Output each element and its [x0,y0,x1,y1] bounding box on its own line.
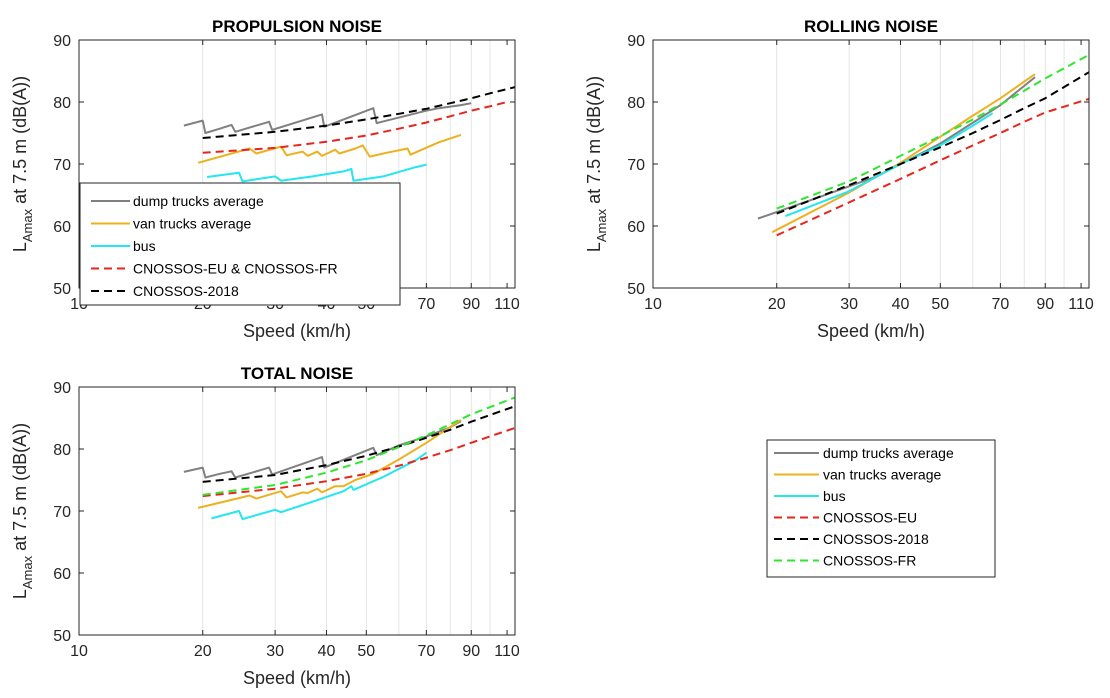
x-tick-label: 70 [417,296,435,313]
y-axis-label: LAmax at 7.5 m (dB(A)) [10,76,35,252]
series-line [771,73,1036,234]
chart-title: PROPULSION NOISE [212,17,382,36]
x-tick-label: 70 [991,296,1009,313]
legend-entry-label: CNOSSOS-FR [823,553,916,569]
series-line [211,451,427,521]
series-line [785,112,994,218]
y-axis-label: LAmax at 7.5 m (dB(A)) [10,423,35,599]
x-axis-label: Speed (km/h) [243,668,351,688]
y-tick-label: 90 [627,33,645,50]
series-line [183,420,462,479]
shared-legend: dump trucks average van trucks average bus… [766,439,996,578]
y-tick-label: 60 [53,566,71,583]
x-grid [202,40,491,288]
x-tick-label: 50 [931,296,949,313]
series-line [206,163,427,183]
y-axis-label-rest: at 7.5 m (dB(A)) [10,76,30,209]
plot-area [79,387,515,635]
series-line [197,419,462,509]
x-tick-label: 110 [1068,296,1094,313]
y-tick-label: 60 [53,219,71,236]
series-line [776,71,1090,215]
series-line [183,102,472,134]
series-line [776,97,1090,237]
y-axis-label-main: L [584,242,604,252]
y-tick-label: 70 [53,504,71,521]
series-line [202,405,516,483]
series-line [202,101,508,154]
y-axis-label-subscript: Amax [20,208,35,242]
y-axis-label-main: L [10,589,30,599]
legend-entry-label: CNOSSOS-2018 [823,531,929,547]
legend-entry-label: CNOSSOS-EU [823,510,917,526]
y-tick-label: 50 [627,281,645,298]
y-tick-label: 60 [627,219,645,236]
x-tick-label: 20 [194,643,212,660]
y-tick-label: 80 [53,442,71,459]
propulsion-legend: dump trucks average van trucks average bus… [79,182,401,306]
x-tick-label: 110 [494,643,520,660]
series-line [202,86,516,139]
y-tick-label: 80 [627,95,645,112]
legend-entry-label: CNOSSOS-EU & CNOSSOS-FR [133,261,338,277]
x-tick-label: 50 [357,643,375,660]
y-tick-label: 80 [53,95,71,112]
legend-entry-label: dump trucks average [823,445,954,461]
x-axis-label: Speed (km/h) [817,321,925,341]
x-tick-label: 30 [840,296,858,313]
y-axis-label-rest: at 7.5 m (dB(A)) [10,423,30,556]
y-tick-label: 50 [53,281,71,298]
x-tick-label: 10 [644,296,662,313]
chart-title: TOTAL NOISE [241,364,353,383]
x-tick-label: 10 [70,643,88,660]
y-axis-label-subscript: Amax [20,555,35,589]
y-tick-label: 70 [627,157,645,174]
x-tick-label: 90 [1036,296,1054,313]
x-tick-label: 20 [768,296,786,313]
y-axis-label-subscript: Amax [594,208,609,242]
plot-area [653,40,1089,288]
y-tick-label: 50 [53,628,71,645]
series-line [776,54,1090,210]
series-line [202,426,516,498]
legend-box [766,439,996,578]
legend-box [79,182,401,306]
series-line [202,396,516,496]
legend-entry-label: van trucks average [823,467,941,483]
y-tick-label: 90 [53,33,71,50]
propulsion-chart: 506070809010203040507090110PROPULSION NO… [10,17,520,341]
x-tick-label: 40 [892,296,910,313]
x-tick-label: 90 [462,643,480,660]
rolling-chart: 50 60 70 80 90 10 20 30 40 50 70 90 110 ROLLING NOISE… [584,17,1094,341]
legend-entry-label: bus [133,238,156,254]
legend-entry-label: dump trucks average [133,193,264,209]
y-tick-label: 90 [53,380,71,397]
y-axis-label: LAmax at 7.5 m (dB(A)) [584,76,609,252]
x-axis-label: Speed (km/h) [243,321,351,341]
y-tick-label: 70 [53,157,71,174]
x-tick-label: 30 [266,643,284,660]
chart-title: ROLLING NOISE [804,17,938,36]
legend-entry-label: CNOSSOS-2018 [133,283,239,299]
x-tick-label: 70 [417,643,435,660]
total-chart: 50 60 70 80 90 10 20 30 40 50 70 90 110 TOTAL NOISE Sp… [10,364,520,688]
x-tick-label: 40 [318,643,336,660]
y-axis-label-rest: at 7.5 m (dB(A)) [584,76,604,209]
legend-entry-label: bus [823,488,846,504]
x-tick-label: 90 [462,296,480,313]
x-tick-label: 110 [494,296,520,313]
legend-entry-label: van trucks average [133,216,251,232]
y-axis-label-main: L [10,242,30,252]
